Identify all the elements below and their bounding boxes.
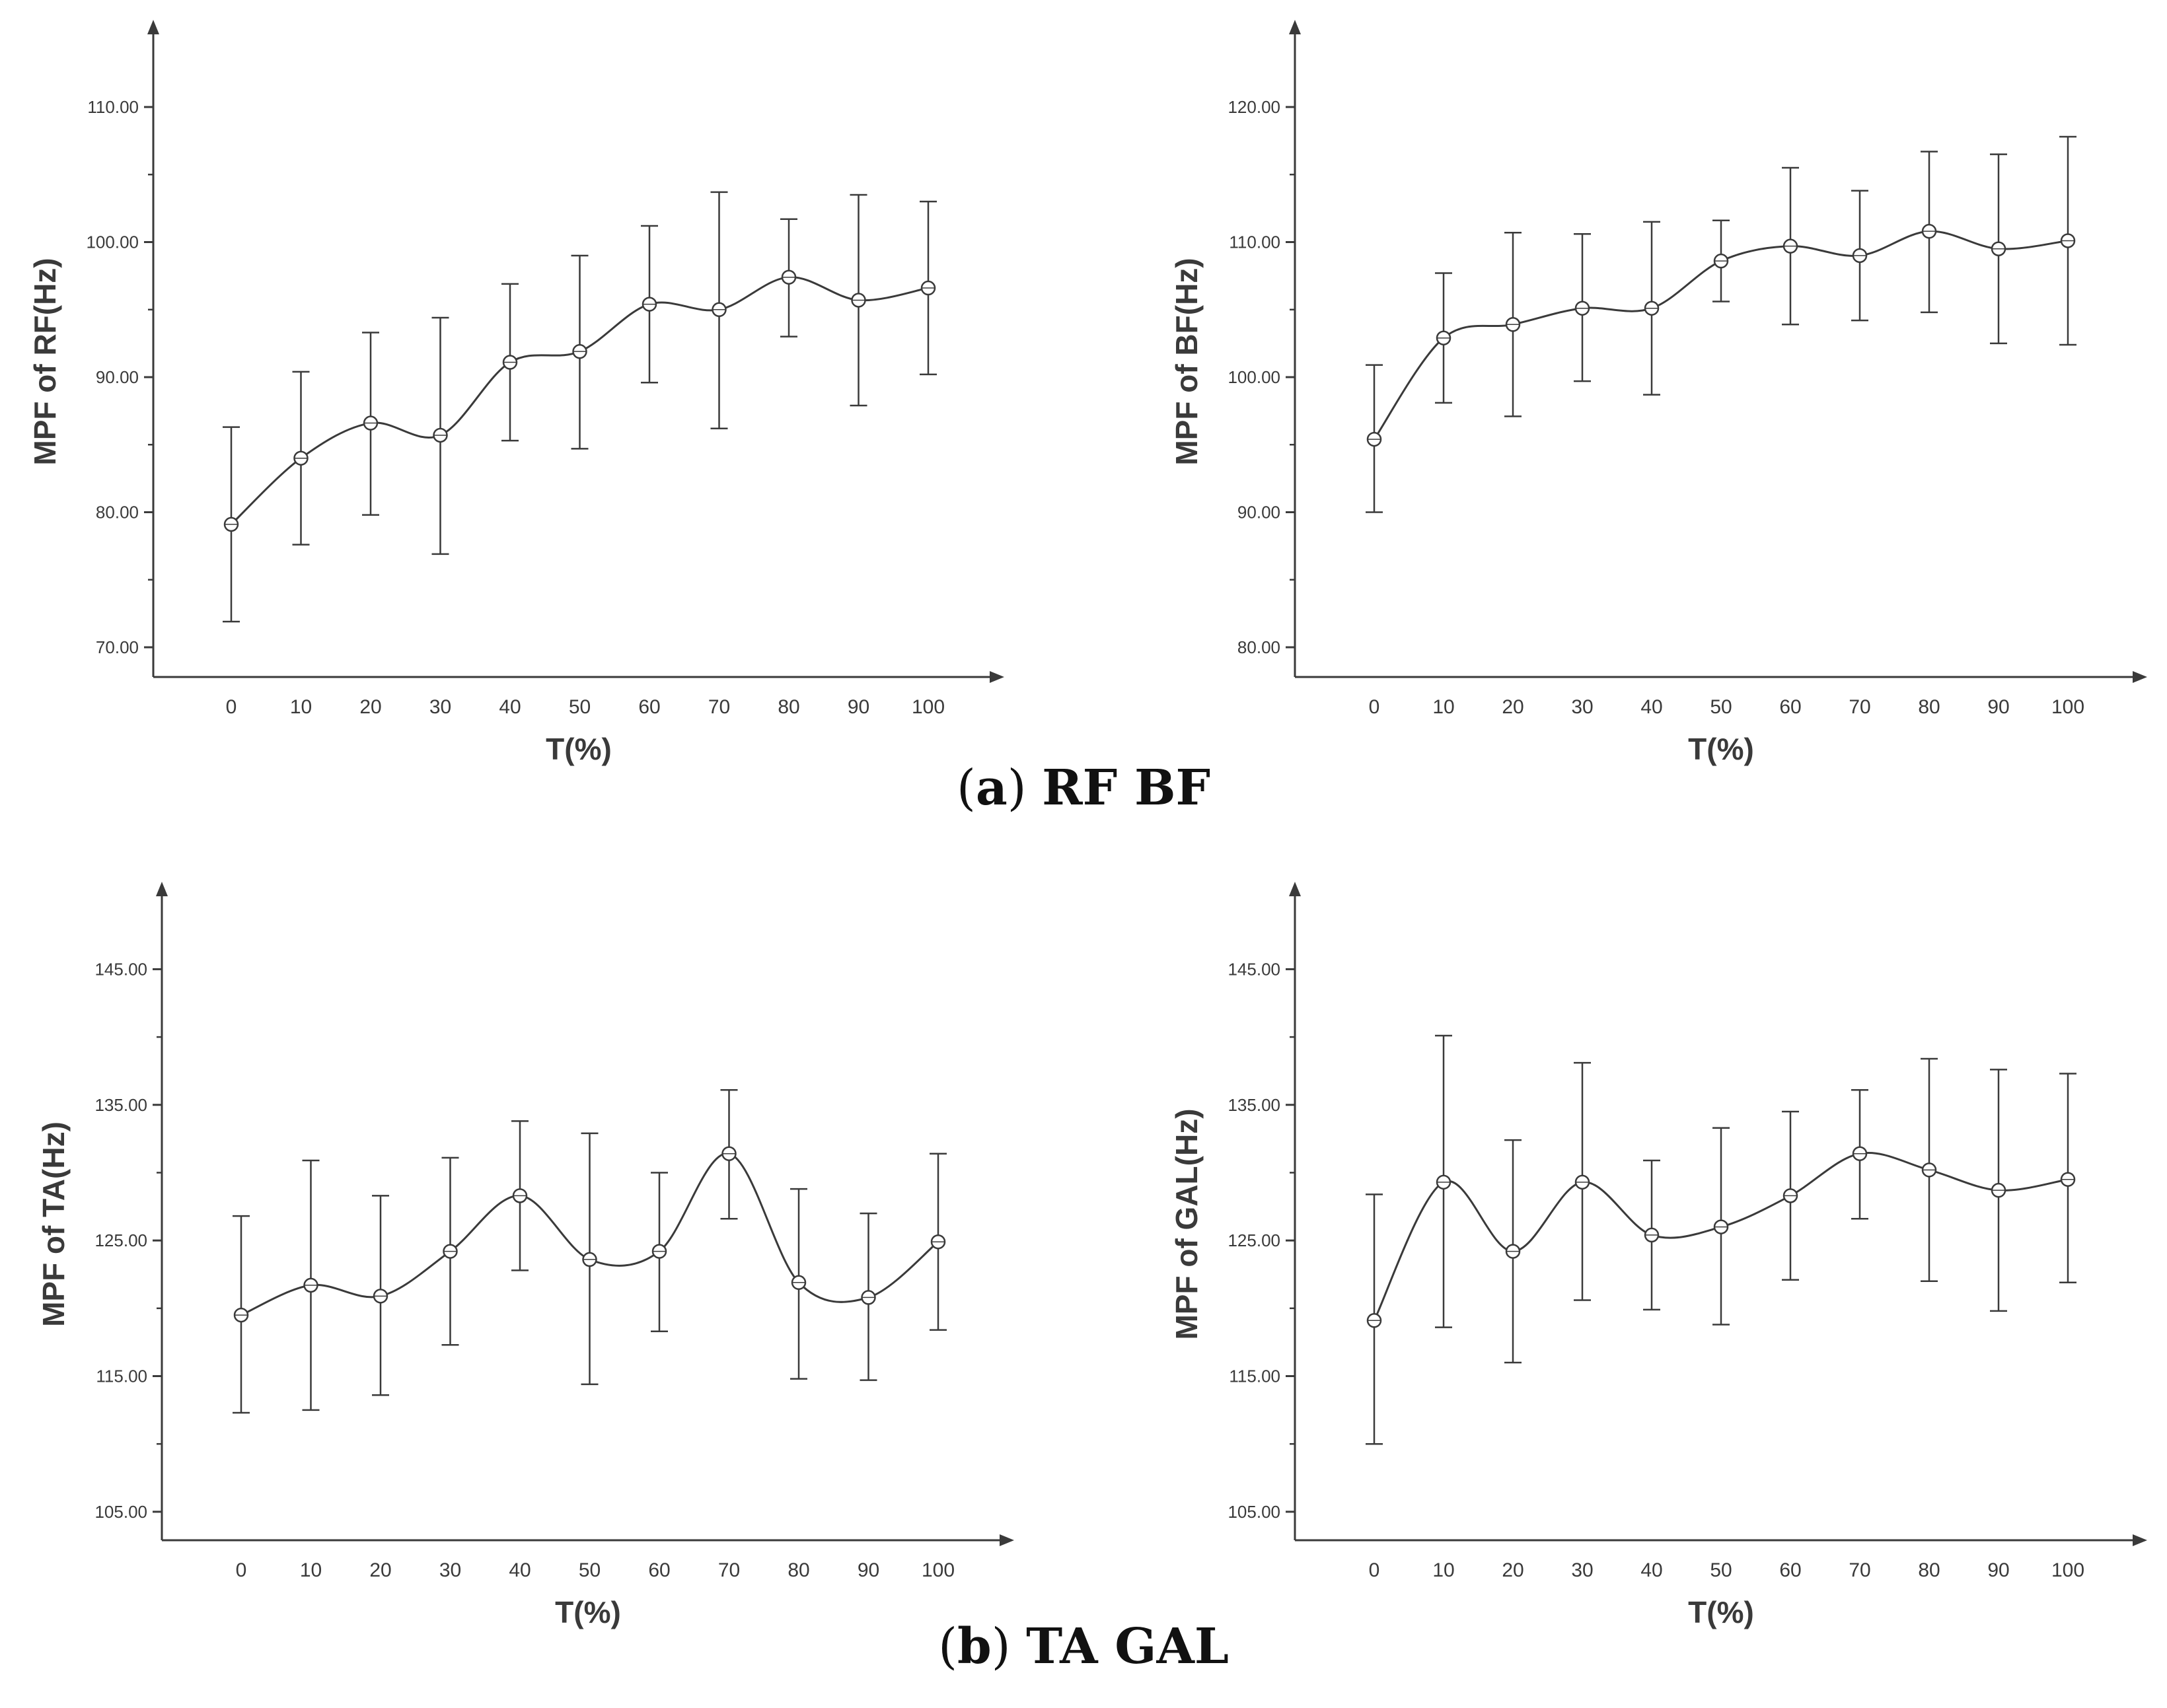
x-tick-label: 0 — [226, 696, 237, 718]
caption-a-text: RF BF — [1042, 760, 1211, 816]
x-tick-label: 20 — [359, 696, 381, 718]
x-axis-title: T(%) — [1688, 732, 1754, 766]
y-axis-arrow — [156, 882, 168, 896]
x-tick-label: 70 — [708, 696, 730, 718]
x-tick-label: 80 — [1918, 696, 1940, 718]
y-tick-label: 105.00 — [94, 1502, 147, 1522]
caption-b-letter: b — [957, 1618, 992, 1675]
x-tick-label: 90 — [1987, 696, 2009, 718]
x-tick-label: 80 — [1918, 1559, 1940, 1581]
y-tick-label: 70.00 — [96, 637, 139, 657]
y-axis-title: MPF of RF(Hz) — [28, 258, 62, 465]
x-tick-label: 70 — [718, 1559, 740, 1581]
x-tick-label: 30 — [1571, 1559, 1593, 1581]
y-tick-label: 100.00 — [86, 232, 139, 252]
chart-ta: 105.00 115.00 125.00 135.00 145.00 0 10 20 30 40 5… — [36, 882, 1014, 1629]
x-tick-label: 30 — [439, 1559, 461, 1581]
y-axis-title: MPF of BF(Hz) — [1169, 258, 1204, 465]
y-tick-label: 105.00 — [1228, 1502, 1280, 1522]
y-axis-arrow — [1289, 882, 1301, 896]
y-tick-label: 90.00 — [1237, 503, 1280, 522]
caption-b-open: ( — [938, 1618, 957, 1675]
x-tick-label: 100 — [912, 696, 945, 718]
y-tick-label: 90.00 — [96, 367, 139, 387]
x-tick-label: 60 — [1779, 1559, 1801, 1581]
x-tick-label: 10 — [290, 696, 312, 718]
x-tick-label: 0 — [1369, 1559, 1380, 1581]
x-tick-label: 50 — [1710, 696, 1732, 718]
x-tick-label: 40 — [1640, 696, 1662, 718]
x-tick-label: 0 — [1369, 696, 1380, 718]
caption-a-open: ( — [956, 760, 976, 816]
y-tick-label: 80.00 — [1237, 637, 1280, 657]
y-tick-label: 145.00 — [94, 959, 147, 979]
x-tick-label: 10 — [1432, 696, 1454, 718]
x-tick-label: 0 — [236, 1559, 247, 1581]
x-tick-label: 10 — [300, 1559, 322, 1581]
y-tick-label: 110.00 — [87, 97, 139, 117]
x-tick-label: 90 — [848, 696, 869, 718]
x-tick-label: 20 — [369, 1559, 391, 1581]
y-tick-label: 135.00 — [94, 1095, 147, 1115]
x-tick-label: 20 — [1502, 696, 1524, 718]
x-axis-arrow — [2133, 671, 2147, 683]
x-axis-title: T(%) — [1688, 1595, 1754, 1629]
x-axis-title: T(%) — [555, 1595, 621, 1629]
x-axis-arrow — [2133, 1534, 2147, 1546]
x-tick-label: 10 — [1432, 1559, 1454, 1581]
x-tick-label: 90 — [1987, 1559, 2009, 1581]
caption-b: (b) TA GAL — [0, 1618, 2167, 1675]
y-tick-label: 80.00 — [96, 503, 139, 522]
x-tick-label: 50 — [579, 1559, 601, 1581]
y-tick-label: 125.00 — [1228, 1230, 1280, 1250]
caption-a: (a) RF BF — [0, 760, 2167, 816]
caption-b-text: TA GAL — [1026, 1618, 1229, 1675]
x-tick-label: 70 — [1849, 1559, 1870, 1581]
chart-rf: 70.00 80.00 90.00 100.00 110.00 0 10 20 30 40 50 60… — [28, 20, 1004, 766]
y-tick-label: 120.00 — [1228, 97, 1280, 117]
caption-a-close: ) — [1007, 760, 1027, 816]
y-tick-label: 115.00 — [96, 1367, 147, 1386]
x-tick-label: 50 — [569, 696, 591, 718]
x-tick-label: 100 — [922, 1559, 955, 1581]
chart-bf: 80.00 90.00 100.00 110.00 120.00 0 10 20 30 40 50 6… — [1169, 20, 2147, 766]
x-tick-label: 40 — [509, 1559, 531, 1581]
x-tick-label: 60 — [1779, 696, 1801, 718]
x-tick-label: 50 — [1710, 1559, 1732, 1581]
x-tick-label: 20 — [1502, 1559, 1524, 1581]
y-tick-label: 100.00 — [1228, 367, 1280, 387]
x-tick-label: 100 — [2051, 696, 2084, 718]
x-axis-title: T(%) — [546, 732, 612, 766]
x-tick-label: 80 — [778, 696, 799, 718]
x-tick-label: 40 — [1640, 1559, 1662, 1581]
x-tick-label: 30 — [429, 696, 451, 718]
x-tick-label: 80 — [788, 1559, 809, 1581]
y-axis-title: MPF of GAL(Hz) — [1169, 1108, 1204, 1339]
y-axis-title: MPF of TA(Hz) — [36, 1121, 71, 1327]
caption-b-close: ) — [991, 1618, 1011, 1675]
x-tick-label: 70 — [1849, 696, 1870, 718]
chart-gal: 105.00 115.00 125.00 135.00 145.00 0 10 20 30 40 5… — [1169, 882, 2147, 1629]
y-tick-label: 135.00 — [1228, 1095, 1280, 1115]
x-tick-label: 90 — [858, 1559, 879, 1581]
x-axis-arrow — [1000, 1534, 1014, 1546]
y-tick-label: 145.00 — [1228, 959, 1280, 979]
x-tick-label: 60 — [648, 1559, 670, 1581]
x-tick-label: 60 — [638, 696, 660, 718]
y-axis-arrow — [1289, 20, 1301, 34]
y-axis-arrow — [147, 20, 159, 34]
x-tick-label: 100 — [2051, 1559, 2084, 1581]
x-tick-label: 40 — [499, 696, 521, 718]
x-axis-arrow — [990, 671, 1004, 683]
y-tick-label: 125.00 — [94, 1230, 147, 1250]
x-tick-label: 30 — [1571, 696, 1593, 718]
caption-a-letter: a — [975, 760, 1008, 816]
y-tick-label: 110.00 — [1229, 232, 1280, 252]
y-tick-label: 115.00 — [1229, 1367, 1280, 1386]
